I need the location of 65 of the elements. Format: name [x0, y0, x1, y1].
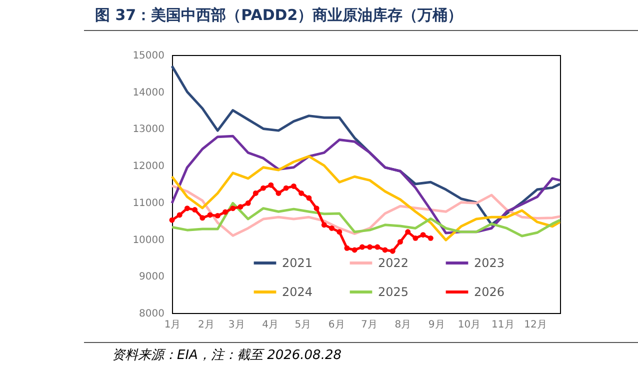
point [245, 200, 251, 206]
point [390, 248, 396, 254]
point [420, 232, 426, 238]
chart-title: 图 37：美国中西部（PADD2）商业原油库存（万桶） [95, 6, 463, 25]
legend-label: 2025 [378, 285, 409, 299]
legend-label: 2021 [282, 256, 313, 270]
point [214, 212, 220, 218]
y-tick-label: 11000 [132, 198, 164, 209]
point [382, 247, 388, 253]
legend-label: 2023 [474, 256, 505, 270]
point [176, 212, 182, 218]
point [359, 244, 365, 250]
point [276, 190, 282, 196]
point [200, 215, 206, 221]
x-tick-label: 12月 [524, 320, 547, 330]
point [336, 229, 342, 235]
legend-label: 2026 [474, 285, 505, 299]
point [238, 204, 244, 210]
point [428, 235, 434, 241]
y-tick-label: 12000 [132, 161, 164, 172]
x-tick-label: 7月 [361, 320, 378, 330]
y-tick-label: 15000 [132, 50, 164, 62]
point [260, 185, 266, 191]
point [374, 244, 380, 250]
point [184, 206, 190, 212]
point [169, 217, 175, 223]
x-tick-label: 1月 [164, 320, 181, 330]
point [283, 185, 289, 191]
legend-label: 2024 [282, 285, 313, 299]
y-tick-label: 10000 [132, 234, 164, 246]
x-tick-label: 2月 [198, 320, 214, 330]
point [252, 190, 258, 196]
point [405, 229, 411, 235]
text: 资料来源：EIA，注：截至 2026.08.28 [112, 347, 342, 364]
line-series [170, 202, 562, 238]
x-tick-label: 11月 [492, 320, 514, 330]
point [412, 235, 418, 241]
point [367, 244, 373, 250]
x-tick-label: 6月 [328, 320, 345, 330]
point [268, 182, 274, 188]
point [314, 206, 320, 212]
point [329, 225, 335, 231]
x-tick-label: 10月 [458, 320, 481, 330]
point [306, 195, 312, 201]
y-tick-label: 13000 [132, 124, 164, 136]
point [344, 245, 350, 251]
point [192, 207, 198, 213]
y-tick-label: 8000 [139, 308, 164, 320]
point [207, 212, 213, 218]
y-tick-label: 9000 [139, 272, 164, 283]
point [290, 183, 296, 189]
point [230, 206, 236, 212]
x-tick-label: 8月 [394, 320, 412, 330]
point [352, 247, 358, 253]
line-series [170, 155, 562, 242]
x-tick-label: 9月 [428, 320, 445, 330]
legend-label: 2022 [378, 256, 409, 270]
point [298, 190, 304, 196]
y-tick-label: 14000 [132, 87, 164, 98]
point [321, 222, 327, 228]
x-tick-label: 5月 [294, 320, 312, 330]
point [397, 239, 403, 245]
x-tick-label: 4月 [262, 320, 279, 330]
point [222, 209, 228, 215]
x-tick-label: 3月 [228, 320, 245, 330]
